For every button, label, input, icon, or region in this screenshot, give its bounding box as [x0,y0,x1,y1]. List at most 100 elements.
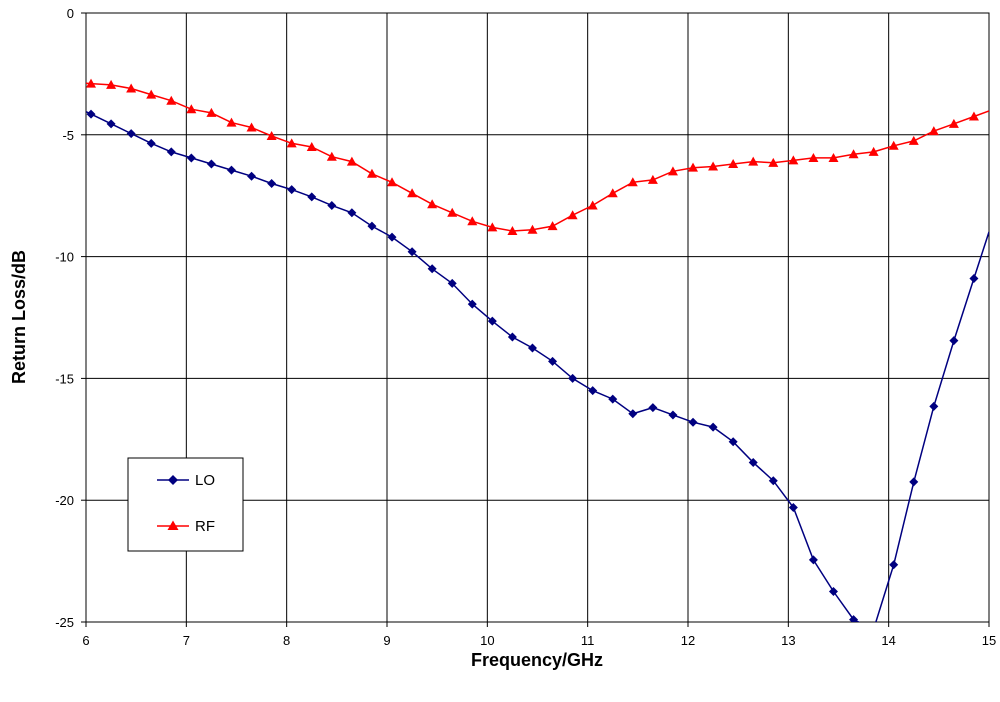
data-point-lo [186,153,196,163]
data-point-lo [768,476,778,486]
y-axis-title: Return Loss/dB [9,250,29,384]
data-point-rf [447,207,458,217]
data-point-lo [166,147,176,157]
data-point-lo [788,503,798,513]
data-point-rf [246,122,257,132]
data-point-rf [587,200,598,210]
data-point-lo [487,316,497,326]
y-axis-ticks: 0 -5 -10 -15 -20 -25 [55,6,86,630]
data-point-lo [247,171,257,181]
data-point-lo [287,185,297,195]
y-tick-label: -10 [55,250,74,265]
data-point-lo [708,422,718,432]
data-point-rf [948,118,959,128]
x-tick-label: 7 [183,633,190,648]
data-point-rf [547,221,558,231]
data-point-rf [206,107,217,117]
data-point-rf [968,111,979,121]
data-point-lo [828,587,838,597]
data-point-lo [267,179,277,189]
data-point-rf [286,138,297,148]
data-point-lo [146,138,156,148]
data-point-rf [266,131,277,141]
data-point-lo [447,278,457,288]
x-axis-ticks: 6 7 8 9 10 11 12 13 14 15 [82,622,996,648]
data-point-lo [126,129,136,139]
legend-label-lo: LO [195,472,215,489]
data-point-lo [608,394,618,404]
data-point-lo [889,560,899,570]
x-tick-label: 12 [681,633,695,648]
x-tick-label: 6 [82,633,89,648]
legend-marker-lo [168,475,178,485]
data-point-rf [166,95,177,105]
data-point-lo [909,477,919,487]
data-point-rf [527,224,538,234]
x-tick-label: 10 [480,633,494,648]
x-tick-label: 13 [781,633,795,648]
series-rf [86,78,989,236]
legend-box [127,457,244,552]
data-point-rf [808,152,819,162]
data-point-lo [347,208,357,218]
data-point-rf [226,117,237,127]
data-point-rf [627,177,638,187]
plot-border [85,12,990,623]
x-tick-label: 9 [383,633,390,648]
data-point-rf [908,135,919,145]
legend-marker-rf [167,520,179,530]
data-point-lo [849,615,859,622]
data-point-lo [407,247,417,257]
data-point-lo [507,332,517,342]
data-point-lo [688,417,698,427]
data-point-rf [306,141,317,151]
data-point-lo [949,336,959,346]
data-point-lo [226,165,236,175]
data-point-rf [487,222,498,232]
data-point-rf [888,140,899,150]
data-point-rf [567,210,578,220]
series-lo [86,109,989,622]
y-tick-label: -5 [62,128,74,143]
data-point-lo [668,410,678,420]
data-point-lo [307,192,317,202]
y-tick-label: -20 [55,493,74,508]
data-point-rf [788,155,799,165]
data-point-lo [206,159,216,169]
y-tick-label: 0 [67,6,74,21]
data-point-lo [929,401,939,411]
data-point-rf [126,83,137,93]
data-point-rf [928,126,939,136]
x-tick-label: 11 [581,633,595,648]
series-layer [86,78,989,622]
data-point-lo [106,119,116,129]
data-point-rf [868,146,879,156]
data-point-rf [667,166,678,176]
data-point-lo [808,555,818,565]
data-point-rf [326,151,337,161]
data-point-rf [728,159,739,169]
data-point-rf [828,152,839,162]
data-point-lo [527,343,537,353]
data-point-rf [688,162,699,172]
grid-lines [86,13,989,622]
data-point-lo [969,274,979,284]
y-tick-label: -15 [55,371,74,386]
legend: LO RF [127,457,244,552]
data-point-rf [106,79,117,89]
data-point-lo [387,232,397,242]
data-point-lo [427,264,437,274]
data-point-rf [366,168,377,178]
data-point-lo [588,386,598,396]
data-point-rf [748,156,759,166]
data-point-rf [186,104,197,114]
data-point-rf [346,156,357,166]
data-point-rf [708,161,719,171]
data-point-lo [628,409,638,419]
data-point-lo [548,356,558,366]
data-point-rf [427,199,438,209]
x-axis-title: Frequency/GHz [471,650,603,670]
x-tick-label: 14 [881,633,895,648]
data-point-rf [387,177,398,187]
